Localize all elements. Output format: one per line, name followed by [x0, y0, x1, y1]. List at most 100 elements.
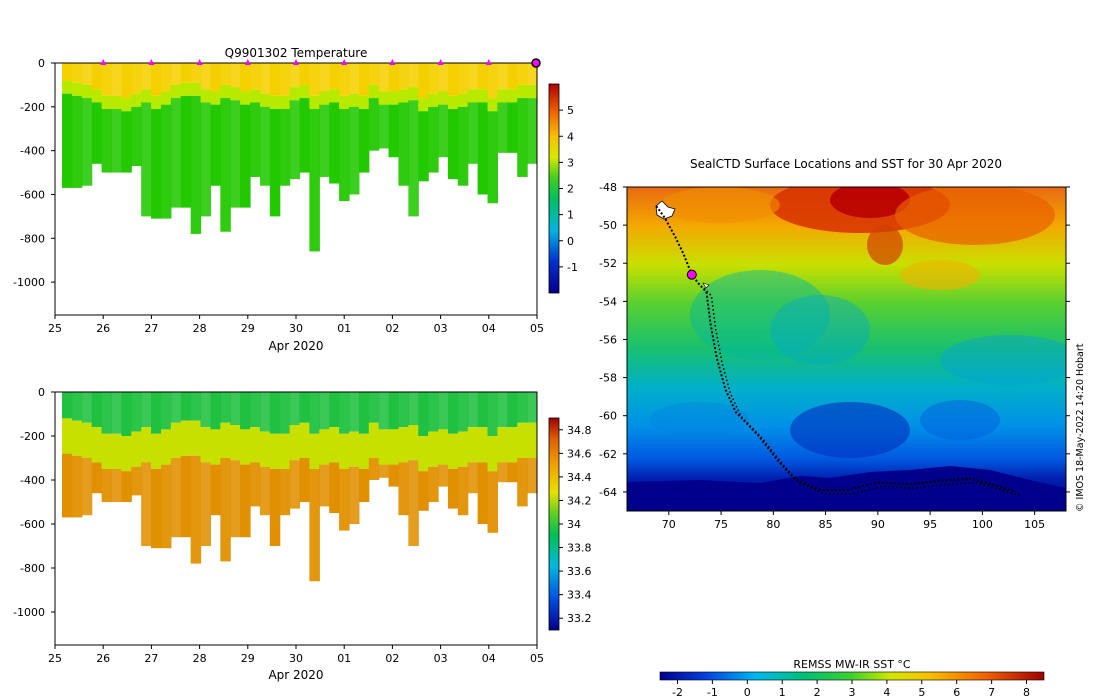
temp-profile-deep [250, 102, 261, 177]
salinity-profile-deep [487, 471, 499, 533]
temp-profile-upper [348, 63, 360, 94]
temp-profile-upper [358, 63, 370, 96]
temp-colorbar-tick-label: -1 [567, 261, 578, 274]
salinity-profile-deep [467, 462, 479, 494]
sst-colorbar-tick-label: 3 [849, 686, 856, 699]
salinity-x-tick-label: 01 [337, 652, 351, 665]
temp-profile-upper [160, 63, 172, 92]
salinity-x-tick-label: 26 [96, 652, 110, 665]
temp-profile-transition [408, 87, 419, 101]
temp-profile-transition [250, 89, 261, 103]
temp-profile-deep [329, 102, 340, 184]
seal-track-return [703, 287, 1022, 497]
profile-marker [437, 59, 444, 65]
salinity-profile-deep [517, 458, 528, 507]
salinity-profile-upper [170, 392, 182, 423]
salinity-profile-halocline [240, 429, 251, 465]
temp-profile-deep [447, 109, 459, 180]
salinity-colorbar-tick-label: 34.2 [567, 494, 592, 507]
seal-track [655, 205, 1017, 493]
temp-profile-deep [319, 104, 330, 177]
temp-profile-deep [339, 109, 350, 202]
salinity-profile-deep [497, 462, 508, 483]
salinity-profile-halocline [339, 433, 350, 469]
salinity-profile-deep [180, 455, 192, 538]
sst-colorbar-ticks: -2 -1 0 1 2 3 4 5 6 7 8 [672, 680, 1030, 699]
temp-y-tick-label: -200 [20, 101, 45, 114]
temp-profile-transition [240, 91, 251, 105]
temp-colorbar-ticks: 5 4 3 2 1 0 -1 [559, 104, 578, 274]
temp-x-tick-label: 29 [241, 322, 255, 335]
salinity-profile-deep [408, 460, 419, 546]
temp-profile-upper [339, 63, 350, 96]
temp-profile-transition [190, 82, 202, 96]
salinity-x-tick-label: 04 [482, 652, 496, 665]
salinity-profile-upper [507, 392, 518, 428]
temp-profile-transition [398, 89, 409, 103]
temp-y-tick-label: 0 [38, 57, 45, 70]
salinity-profile-upper [329, 392, 340, 428]
salinity-profile-upper [250, 392, 261, 428]
salinity-profile-halocline [447, 433, 459, 469]
temp-profile-transition [220, 84, 231, 99]
temp-profile-transition [269, 95, 281, 110]
salinity-profile-halocline [71, 420, 83, 456]
temp-profile-upper [131, 63, 142, 94]
salinity-profile-upper [428, 392, 439, 432]
salinity-profile-upper [418, 392, 429, 436]
temp-profile-transition [62, 80, 73, 94]
salinity-profile-halocline [289, 425, 301, 461]
temp-profile-upper [180, 63, 192, 83]
salinity-profile-deep [507, 462, 518, 483]
salinity-profile-deep [190, 455, 202, 564]
temp-profile-deep [62, 93, 73, 188]
temp-x-label: Apr 2020 [268, 339, 323, 353]
temp-profile-upper [497, 63, 508, 90]
temp-profile-transition [141, 89, 152, 103]
salinity-profile-halocline [141, 427, 152, 463]
temp-profile-deep [190, 95, 202, 234]
salinity-colorbar-tick-label: 34.4 [567, 471, 592, 484]
temp-colorbar-tick-label: 1 [567, 209, 574, 222]
temp-profile-transition [210, 91, 221, 105]
salinity-profile-deep [259, 466, 271, 516]
temp-profile-deep [289, 100, 301, 180]
salinity-colorbar-tick-label: 33.8 [567, 542, 592, 555]
salinity-profile-deep [339, 469, 350, 531]
temp-profile-transition [487, 98, 499, 112]
temp-x-tick-label: 02 [385, 322, 399, 335]
profile-marker [100, 59, 107, 65]
salinity-profile-upper [358, 392, 370, 434]
salinity-profile-deep [289, 460, 301, 509]
salinity-profile-deep [121, 471, 132, 502]
salinity-profile-upper [339, 392, 350, 434]
salinity-x-tick-label: 28 [193, 652, 207, 665]
salinity-colorbar [548, 417, 560, 631]
temp-profile-upper [289, 63, 301, 88]
temp-y-tick-label: -400 [20, 145, 45, 158]
temp-profile-upper [507, 63, 518, 90]
temp-colorbar-tick-label: 4 [567, 130, 574, 143]
temp-profile-upper [91, 63, 103, 90]
temp-profile-deep [151, 109, 162, 219]
temp-y-tick-label: -600 [20, 188, 45, 201]
temp-profile-deep [121, 111, 132, 173]
salinity-profile-deep [378, 464, 390, 478]
salinity-profile-deep [269, 469, 281, 546]
salinity-x-tick-label: 03 [434, 652, 448, 665]
map-lon-tick-label: 105 [1024, 518, 1045, 531]
temp-profile-upper [457, 63, 469, 94]
temp-x-axis: 25 26 27 28 29 30 01 02 03 04 05 [48, 315, 544, 335]
temp-profile-upper [418, 63, 429, 99]
temp-x-tick-label: 30 [289, 322, 303, 335]
temp-profile-transition [299, 84, 310, 99]
salinity-profile-halocline [517, 422, 528, 458]
salinity-profile-upper [279, 392, 291, 434]
salinity-profile-deep [141, 462, 152, 546]
salinity-profile-upper [220, 392, 231, 423]
temp-x-tick-label: 27 [144, 322, 158, 335]
salinity-profile-halocline [319, 429, 330, 465]
temp-profile-transition [131, 93, 142, 107]
salinity-profile-halocline [200, 427, 212, 463]
temp-profile-deep [457, 106, 469, 186]
